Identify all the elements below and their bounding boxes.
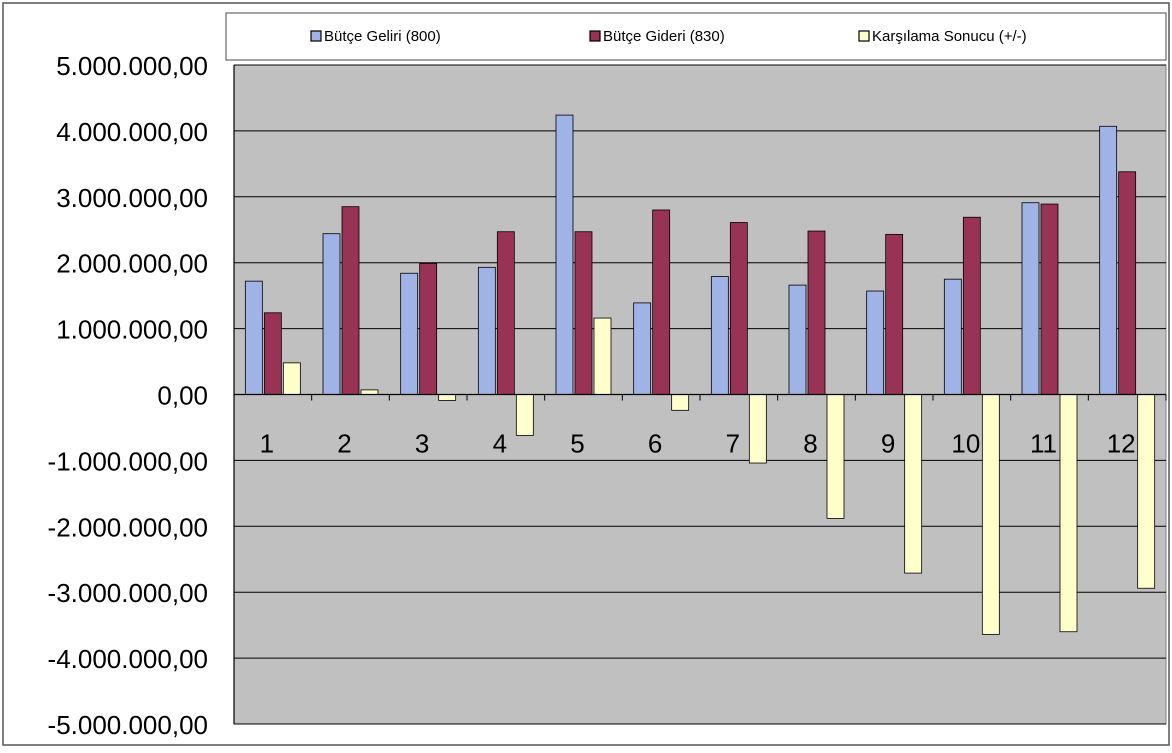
bar-series-3-cat-8 <box>826 394 845 519</box>
bar-series-1-cat-4 <box>477 266 496 395</box>
y-tick-label: 5.000.000,00 <box>56 51 208 81</box>
bar-series-2-cat-1 <box>263 312 282 395</box>
bar-series-3-cat-11 <box>1059 394 1078 633</box>
bar-series-3-cat-4 <box>515 394 534 436</box>
legend-swatch-2 <box>589 30 601 42</box>
bar-series-1-cat-10 <box>943 278 962 395</box>
bar-series-1-cat-9 <box>866 290 885 395</box>
bar-series-2-cat-7 <box>729 222 748 395</box>
y-axis-tick-labels: 5.000.000,00 4.000.000,00 3.000.000,00 2.00… <box>48 51 208 740</box>
bar-series-3-cat-6 <box>671 394 690 411</box>
bar-series-1-cat-11 <box>1021 202 1040 395</box>
y-tick-label: 0,00 <box>157 381 208 411</box>
bar-series-1-cat-2 <box>322 233 341 395</box>
bar-series-3-cat-1 <box>282 362 301 395</box>
bar-series-2-cat-11 <box>1040 203 1059 395</box>
x-tick-label: 9 <box>881 429 895 459</box>
x-tick-label: 4 <box>493 429 507 459</box>
bar-series-3-cat-9 <box>904 394 923 574</box>
bar-series-2-cat-9 <box>885 233 904 395</box>
x-tick-label: 2 <box>337 429 351 459</box>
y-tick-label: -3.000.000,00 <box>48 578 208 608</box>
y-tick-label: 4.000.000,00 <box>56 117 208 147</box>
bar-series-2-cat-3 <box>419 262 438 395</box>
bar-series-1-cat-3 <box>400 272 419 395</box>
legend-swatch-3 <box>858 30 870 42</box>
x-tick-label: 1 <box>260 429 274 459</box>
legend-label-3: Karşılama Sonucu (+/-) <box>872 28 1027 45</box>
y-tick-label: 3.000.000,00 <box>56 183 208 213</box>
bar-series-1-cat-1 <box>244 280 263 395</box>
bar-series-3-cat-12 <box>1137 394 1156 589</box>
bar-series-1-cat-6 <box>633 302 652 395</box>
y-tick-label: -2.000.000,00 <box>48 512 208 542</box>
x-axis-tick-labels: 1 2 3 4 5 6 7 8 9 10 11 12 <box>260 429 1136 459</box>
x-tick-label: 6 <box>648 429 662 459</box>
bar-series-2-cat-6 <box>652 209 671 395</box>
legend: Bütçe Geliri (800) Bütçe Gideri (830) Karş… <box>225 12 1167 61</box>
bar-series-1-cat-7 <box>710 276 729 395</box>
bar-series-2-cat-2 <box>341 206 360 395</box>
bar-series-1-cat-8 <box>788 284 807 395</box>
x-tick-label: 5 <box>570 429 584 459</box>
x-tick-label: 10 <box>951 429 980 459</box>
bar-series-2-cat-12 <box>1118 171 1137 395</box>
y-tick-label: -1.000.000,00 <box>48 446 208 476</box>
bar-series-1-cat-12 <box>1099 125 1118 395</box>
bar-series-2-cat-4 <box>496 231 515 395</box>
legend-label-1: Bütçe Geliri (800) <box>324 28 441 45</box>
bar-series-1-cat-5 <box>555 114 574 395</box>
x-tick-label: 12 <box>1107 429 1136 459</box>
y-tick-label: 2.000.000,00 <box>56 249 208 279</box>
bar-series-2-cat-10 <box>962 216 981 395</box>
x-tick-label: 3 <box>415 429 429 459</box>
bar-series-3-cat-10 <box>981 394 1000 635</box>
x-tick-label: 8 <box>803 429 817 459</box>
x-tick-label: 7 <box>726 429 740 459</box>
legend-box <box>225 12 1167 61</box>
bar-series-3-cat-5 <box>593 317 612 395</box>
y-tick-label: 1.000.000,00 <box>56 315 208 345</box>
y-tick-label: -5.000.000,00 <box>48 710 208 740</box>
x-tick-label: 11 <box>1030 429 1057 459</box>
bar-series-2-cat-8 <box>807 230 826 395</box>
legend-swatch-1 <box>310 30 322 42</box>
bar-series-3-cat-3 <box>438 394 457 401</box>
axes <box>233 65 1167 724</box>
bar-series-3-cat-2 <box>360 389 379 395</box>
bar-series-2-cat-5 <box>574 231 593 395</box>
bars <box>244 114 1156 635</box>
legend-label-2: Bütçe Gideri (830) <box>603 28 725 45</box>
bar-series-3-cat-7 <box>748 394 767 464</box>
y-tick-label: -4.000.000,00 <box>48 644 208 674</box>
